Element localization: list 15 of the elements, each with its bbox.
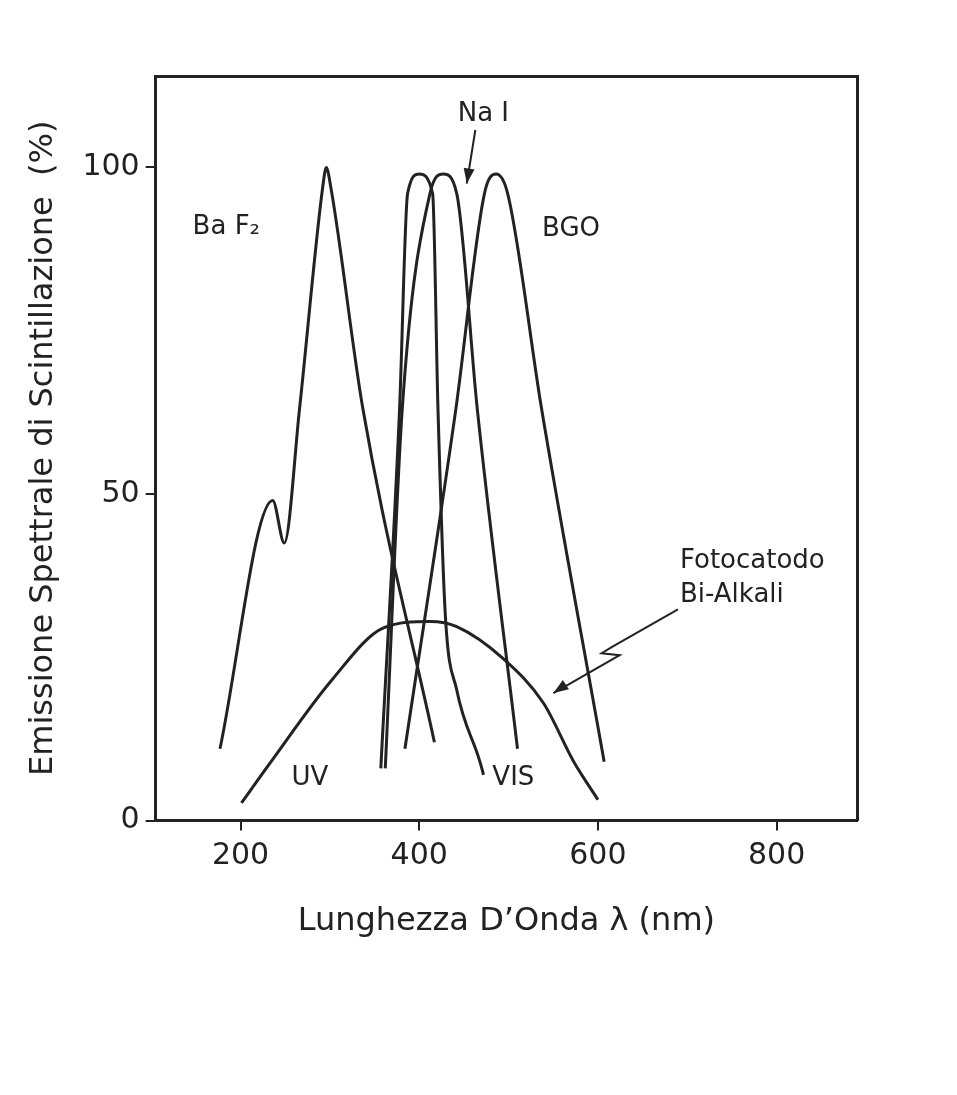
- y-tick-label: 50: [101, 473, 140, 509]
- series-label: Na I: [457, 96, 510, 127]
- annotation: UV: [291, 761, 329, 792]
- x-axis-title: Lunghezza D’Onda λ (nm): [297, 900, 716, 939]
- text: Ba F₂: [192, 210, 261, 241]
- x-tick-label: 800: [747, 836, 806, 872]
- x-tick-label: 400: [390, 836, 448, 872]
- text: Fotocatodo Bi-Alkali: [679, 544, 825, 609]
- y-axis-title: Emissione Spettrale di Scintillazione (%): [21, 120, 60, 776]
- y-tick-label: 0: [120, 800, 140, 836]
- series-label: BGO: [542, 211, 601, 242]
- annotation: VIS: [492, 761, 535, 792]
- x-tick-label: 200: [211, 836, 270, 872]
- y-tick-label: 100: [82, 147, 140, 183]
- x-tick-label: 600: [569, 836, 627, 872]
